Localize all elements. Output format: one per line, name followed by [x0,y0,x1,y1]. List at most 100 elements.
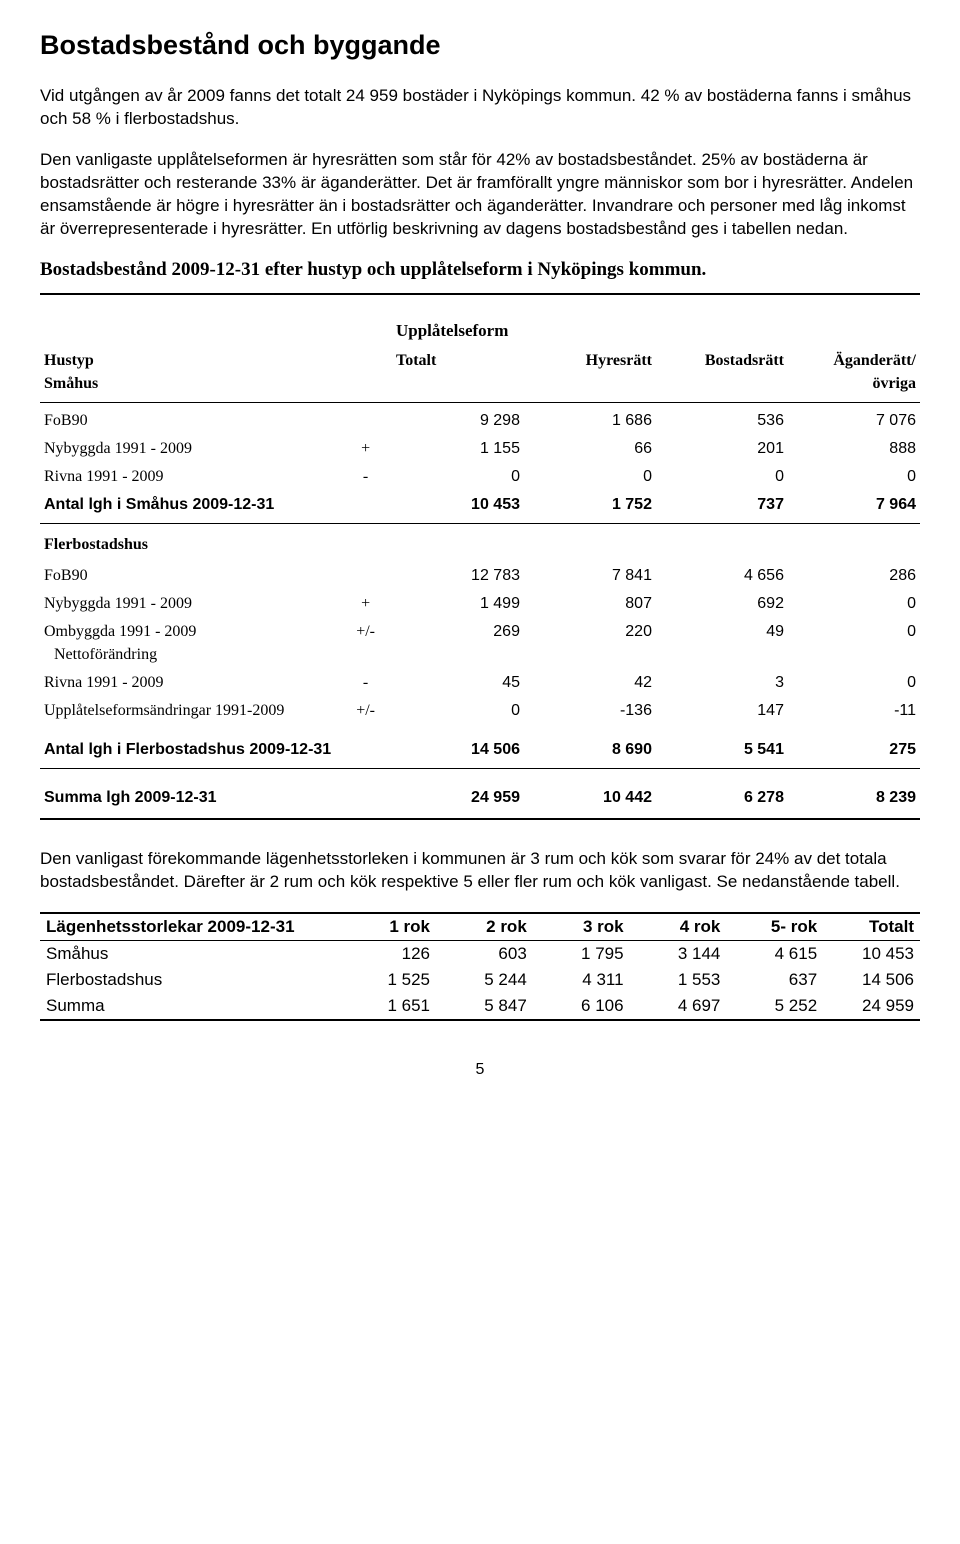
cell-op: + [339,435,392,463]
table-row: Upplåtelseformsändringar 1991-2009 +/- 0… [40,697,920,725]
cell-tot: 9 298 [392,407,524,435]
table1-rule-fler [40,768,920,769]
col-4rok: 4 rok [630,913,727,941]
page-content: Bostadsbestånd och byggande Vid utgången… [0,0,960,1119]
cell: 4 615 [726,940,823,967]
cell-label: FoB90 [40,407,339,435]
cell-a: 275 [788,725,920,764]
table1-rule-smahus [40,523,920,524]
cell-label: Summa lgh 2009-12-31 [40,773,339,812]
cell-op: +/- [339,697,392,725]
cell: 1 795 [533,940,630,967]
cell-op [339,491,392,519]
col-aganderatt: Äganderätt/ [788,347,920,375]
cell-label: Flerbostadshus [40,967,339,993]
upplatelseform-label: Upplåtelseform [392,301,524,347]
cell-b: 737 [656,491,788,519]
cell-op: - [339,463,392,491]
cell-tot: 10 453 [392,491,524,519]
cell-label: Summa [40,993,339,1020]
table-row: Nybyggda 1991 - 2009 + 1 155 66 201 888 [40,435,920,463]
cell-label: Antal lgh i Småhus 2009-12-31 [40,491,339,519]
housing-stock-table: Upplåtelseform Hustyp Totalt Hyresrätt B… [40,301,920,812]
cell-b: 49 [656,618,788,646]
table-row: Antal lgh i Flerbostadshus 2009-12-31 14… [40,725,920,764]
cell: 10 453 [823,940,920,967]
cell-a: 7 076 [788,407,920,435]
cell: 5 244 [436,967,533,993]
cell-tot: 1 155 [392,435,524,463]
cell-label: Rivna 1991 - 2009 [40,463,339,491]
cell-a: 888 [788,435,920,463]
cell-tot: 0 [392,463,524,491]
cell-op: - [339,669,392,697]
col-1rok: 1 rok [339,913,436,941]
cell-tot: 0 [392,697,524,725]
table-row: Antal lgh i Småhus 2009-12-31 10 453 1 7… [40,491,920,519]
cell-label: Nybyggda 1991 - 2009 [40,590,339,618]
table-row: Lägenhetsstorlekar 2009-12-31 1 rok 2 ro… [40,913,920,941]
cell-b: 536 [656,407,788,435]
cell-h: 1 752 [524,491,656,519]
cell: 3 144 [630,940,727,967]
col-5rok: 5- rok [726,913,823,941]
cell-a: 7 964 [788,491,920,519]
table-row: Rivna 1991 - 2009 - 45 42 3 0 [40,669,920,697]
cell: 6 106 [533,993,630,1020]
cell-b: 5 541 [656,725,788,764]
cell-b: 3 [656,669,788,697]
fler-section-label: Flerbostadshus [40,528,339,562]
cell-tot: 12 783 [392,562,524,590]
col-2rok: 2 rok [436,913,533,941]
cell: 4 697 [630,993,727,1020]
table-row: Småhus 126 603 1 795 3 144 4 615 10 453 [40,940,920,967]
cell: 1 525 [339,967,436,993]
cell-b: 6 278 [656,773,788,812]
cell: 4 311 [533,967,630,993]
cell-a: 0 [788,618,920,646]
cell: 1 553 [630,967,727,993]
cell-h: 0 [524,463,656,491]
col-bostadsratt: Bostadsrätt [656,347,788,375]
page-number: 5 [40,1061,920,1079]
cell-tot: 45 [392,669,524,697]
cell-h: 66 [524,435,656,463]
table-row: Summa 1 651 5 847 6 106 4 697 5 252 24 9… [40,993,920,1020]
cell-h: 7 841 [524,562,656,590]
cell: 603 [436,940,533,967]
cell-op: + [339,590,392,618]
table-row: Flerbostadshus [40,528,920,562]
cell: 14 506 [823,967,920,993]
cell-op: +/- [339,618,392,646]
cell: 1 651 [339,993,436,1020]
cell-a: -11 [788,697,920,725]
cell-b: 4 656 [656,562,788,590]
cell-h: 807 [524,590,656,618]
cell-a: 0 [788,590,920,618]
cell-label: Rivna 1991 - 2009 [40,669,339,697]
cell-label: FoB90 [40,562,339,590]
table-row: Rivna 1991 - 2009 - 0 0 0 0 [40,463,920,491]
cell-h: 42 [524,669,656,697]
col-title: Lägenhetsstorlekar 2009-12-31 [40,913,339,941]
cell-a: 0 [788,463,920,491]
table-row: Ombyggda 1991 - 2009 +/- 269 220 49 0 [40,618,920,646]
cell: 126 [339,940,436,967]
table-row: Nettoförändring [40,646,920,669]
cell-b: 0 [656,463,788,491]
cell: 5 847 [436,993,533,1020]
cell-b: 147 [656,697,788,725]
cell-label: Småhus [40,940,339,967]
cell-h: 8 690 [524,725,656,764]
table-row: Nybyggda 1991 - 2009 + 1 499 807 692 0 [40,590,920,618]
cell-h: 1 686 [524,407,656,435]
col-ovriga: övriga [788,375,920,398]
table1-rule-header [40,402,920,403]
cell-tot: 1 499 [392,590,524,618]
col-totalt: Totalt [823,913,920,941]
cell-tot: 14 506 [392,725,524,764]
col-hustyp: Hustyp [40,347,339,375]
apartment-sizes-table: Lägenhetsstorlekar 2009-12-31 1 rok 2 ro… [40,912,920,1021]
intro-paragraph-1: Vid utgången av år 2009 fanns det totalt… [40,85,920,131]
cell-label: Ombyggda 1991 - 2009 [40,618,339,646]
